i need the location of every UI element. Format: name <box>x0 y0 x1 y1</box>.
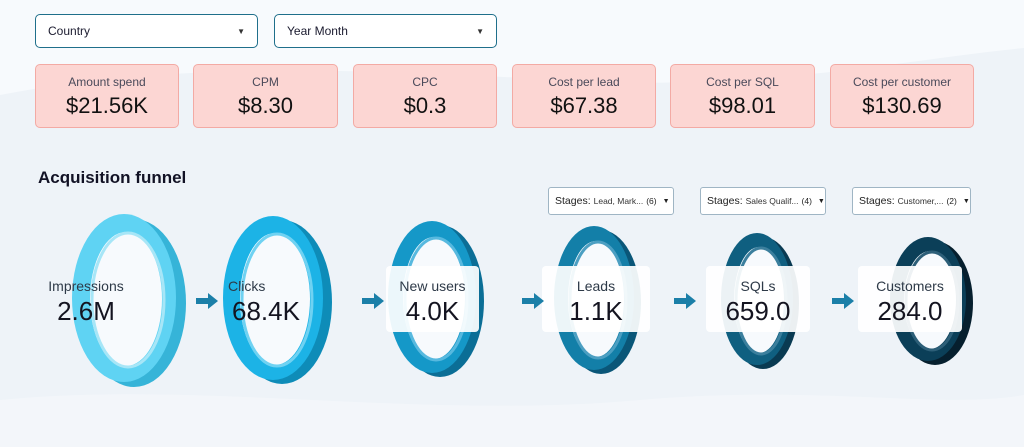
stages-filter-count: (4) <box>801 196 812 206</box>
stage-value: 1.1K <box>569 296 623 326</box>
kpi-value: $98.01 <box>708 93 777 118</box>
kpi-cost-per-customer: Cost per customer $130.69 <box>830 64 974 128</box>
stage-name: Clicks <box>228 278 266 294</box>
stages-filter-label: Stages: <box>859 195 895 207</box>
stage-value: 4.0K <box>405 296 460 326</box>
stage-name: Customers <box>876 278 944 294</box>
kpi-label: Amount spend <box>68 75 146 89</box>
year-month-dropdown[interactable]: Year Month ▼ <box>274 14 497 48</box>
stage-card-leads: Leads 1.1K <box>542 266 650 332</box>
chevron-down-icon: ▼ <box>237 26 245 36</box>
kpi-label: CPM <box>252 75 279 89</box>
kpi-cost-per-lead: Cost per lead $67.38 <box>512 64 656 128</box>
kpi-label: CPC <box>412 75 438 89</box>
stages-filter-value: Lead, Mark... <box>593 196 644 206</box>
stages-filter-value: Customer,... <box>897 196 944 206</box>
kpi-value: $8.30 <box>237 93 294 118</box>
kpi-cpm: CPM $8.30 <box>193 64 338 128</box>
chevron-down-icon: ▼ <box>817 197 825 205</box>
stages-filter-label: Stages: <box>707 195 743 207</box>
stage-name: SQLs <box>740 278 776 294</box>
arrow-right-icon <box>674 293 696 309</box>
stage-card-sqls: SQLs 659.0 <box>706 266 810 332</box>
stages-filter-label: Stages: <box>555 195 591 207</box>
chevron-down-icon: ▼ <box>476 26 484 36</box>
kpi-label: Cost per customer <box>852 75 952 89</box>
stage-card-new-users: New users 4.0K <box>386 266 479 332</box>
stage-card-impressions: Impressions 2.6M <box>40 266 132 332</box>
kpi-value: $0.3 <box>403 93 447 118</box>
kpi-value: $67.38 <box>550 93 618 118</box>
stages-filter-sqls[interactable]: Stages: Sales Qualif... (4) ▼ <box>700 187 826 215</box>
country-dropdown[interactable]: Country ▼ <box>35 14 258 48</box>
kpi-cpc: CPC $0.3 <box>353 64 497 128</box>
kpi-amount-spend: Amount spend $21.56K <box>35 64 179 128</box>
stages-filter-value: Sales Qualif... <box>745 196 799 206</box>
stage-card-customers: Customers 284.0 <box>858 266 962 332</box>
kpi-value: $130.69 <box>862 93 942 118</box>
arrow-right-icon <box>362 293 384 309</box>
chevron-down-icon: ▼ <box>962 197 970 205</box>
stages-filter-count: (6) <box>646 196 657 206</box>
ring-clicks <box>223 216 332 384</box>
kpi-label: Cost per lead <box>548 75 620 89</box>
year-month-dropdown-label: Year Month <box>287 24 348 38</box>
stage-value: 2.6M <box>57 296 115 326</box>
ring-impressions <box>72 214 186 387</box>
stages-filter-leads[interactable]: Stages: Lead, Mark... (6) ▼ <box>548 187 674 215</box>
kpi-label: Cost per SQL <box>706 75 779 89</box>
stage-name: Leads <box>576 278 616 294</box>
stage-value: 284.0 <box>877 296 943 326</box>
stage-name: New users <box>399 278 466 294</box>
arrow-right-icon <box>522 293 544 309</box>
stage-card-clicks: Clicks 68.4K <box>220 266 312 332</box>
arrow-right-icon <box>832 293 854 309</box>
arrow-right-icon <box>196 293 218 309</box>
section-title: Acquisition funnel <box>38 168 187 187</box>
stages-filter-customers[interactable]: Stages: Customer,... (2) ▼ <box>852 187 971 215</box>
stage-name: Impressions <box>48 278 124 294</box>
chevron-down-icon: ▼ <box>662 197 670 205</box>
stage-value: 68.4K <box>232 296 300 326</box>
kpi-value: $21.56K <box>66 93 148 118</box>
stage-value: 659.0 <box>725 296 791 326</box>
country-dropdown-label: Country <box>48 24 91 38</box>
kpi-cost-per-sql: Cost per SQL $98.01 <box>670 64 815 128</box>
stages-filter-count: (2) <box>946 196 957 206</box>
